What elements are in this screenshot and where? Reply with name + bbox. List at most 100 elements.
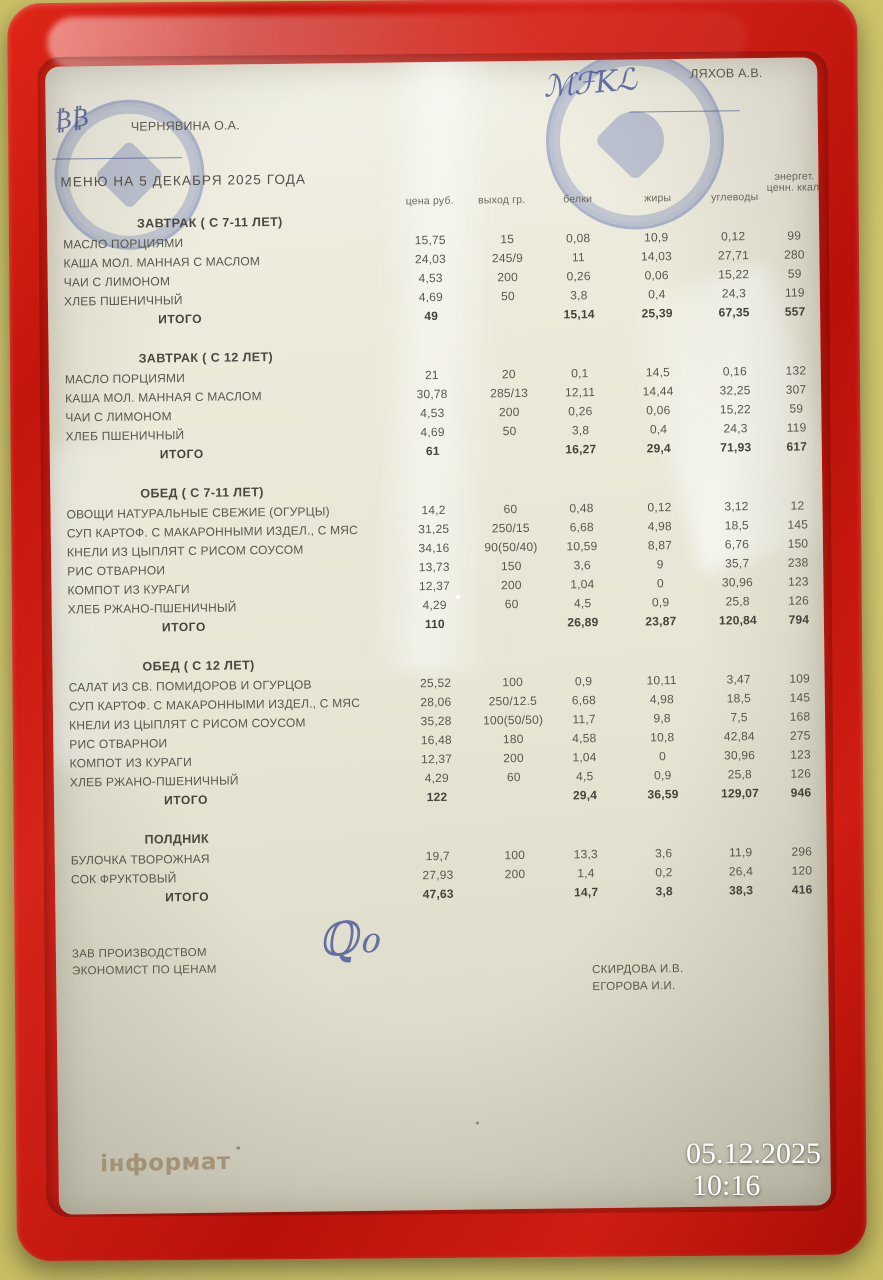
row-output xyxy=(472,614,552,615)
row-name: ИТОГО xyxy=(161,619,206,635)
row-fat: 3,8 xyxy=(655,884,673,899)
row-carbs: 27,71 xyxy=(717,248,750,263)
row-kcal: 59 xyxy=(787,266,802,281)
row-protein: 1,04 xyxy=(572,750,597,765)
row-fat: 10,11 xyxy=(646,673,677,688)
red-plastic-frame: ₿₿ ℳℱKℒ ℚℴ ЧЕРНЯВИНА О.А. ЛЯХОВ А.В. МЕН… xyxy=(7,0,867,1262)
row-price: 4,53 xyxy=(418,270,443,286)
row-price: 4,29 xyxy=(422,597,447,613)
menu-paper-sheet: ₿₿ ℳℱKℒ ℚℴ ЧЕРНЯВИНА О.А. ЛЯХОВ А.В. МЕН… xyxy=(45,57,832,1215)
row-price: 49 xyxy=(424,308,439,324)
footer-role-economist: ЭКОНОМИСТ ПО ЦЕНАМ xyxy=(72,963,217,978)
row-price: 28,06 xyxy=(420,694,452,710)
row-protein: 4,58 xyxy=(572,731,597,746)
row-carbs: 42,84 xyxy=(723,729,755,744)
row-price: 110 xyxy=(424,616,445,632)
row-kcal: 557 xyxy=(784,304,806,319)
row-fat: 0,06 xyxy=(644,268,669,283)
footer-role-production: ЗАВ ПРОИЗВОДСТВОМ xyxy=(71,946,207,961)
column-header-price: цена руб. xyxy=(405,194,454,208)
row-carbs: 38,3 xyxy=(729,883,754,898)
row-price: 34,16 xyxy=(418,540,450,556)
row-protein: 26,89 xyxy=(567,615,599,630)
row-kcal: 99 xyxy=(787,228,802,243)
row-kcal: 275 xyxy=(789,728,811,743)
row-fat: 25,39 xyxy=(641,306,673,321)
row-protein: 11 xyxy=(571,250,585,265)
row-output: 250/15 xyxy=(491,520,530,536)
row-price: 30,78 xyxy=(416,386,448,402)
row-price: 35,28 xyxy=(420,713,452,729)
row-protein: 1,04 xyxy=(570,577,595,592)
informat-brand-logo: інформат xyxy=(99,1148,231,1178)
row-protein: 0,1 xyxy=(571,366,589,381)
row-carbs: 3,12 xyxy=(724,499,749,514)
row-fat: 14,5 xyxy=(645,365,671,380)
row-output: 100 xyxy=(504,847,526,863)
row-fat: 3,6 xyxy=(654,846,673,861)
row-carbs: 25,8 xyxy=(725,594,750,609)
row-protein: 3,8 xyxy=(571,423,590,438)
row-output: 15 xyxy=(500,232,515,247)
row-protein: 14,7 xyxy=(574,885,599,900)
row-protein: 12,11 xyxy=(564,385,596,400)
row-fat: 0,9 xyxy=(654,768,672,783)
row-fat: 23,87 xyxy=(645,614,677,629)
row-kcal: 168 xyxy=(789,709,811,724)
row-price: 4,53 xyxy=(420,405,445,421)
row-fat: 4,98 xyxy=(649,692,675,707)
row-price: 12,37 xyxy=(420,751,453,767)
row-protein: 3,8 xyxy=(570,288,588,303)
row-carbs: 25,8 xyxy=(727,767,752,782)
row-price: 21 xyxy=(424,367,439,383)
row-protein: 10,59 xyxy=(566,539,598,554)
row-carbs: 24,3 xyxy=(721,286,747,301)
row-kcal: 238 xyxy=(787,555,809,570)
row-output: 60 xyxy=(506,769,521,785)
row-output: 60 xyxy=(503,502,518,517)
row-output: 250/12.5 xyxy=(488,693,538,709)
row-output: 200 xyxy=(497,269,519,285)
row-protein: 0,26 xyxy=(566,269,591,284)
row-kcal: 126 xyxy=(790,766,812,781)
row-price: 25,52 xyxy=(420,675,452,691)
column-header-output: выход гр. xyxy=(478,193,526,207)
row-price: 14,2 xyxy=(421,502,446,518)
row-protein: 4,5 xyxy=(576,769,594,784)
approver-name-right: ЛЯХОВ А.В. xyxy=(690,65,763,81)
row-kcal: 120 xyxy=(791,863,813,878)
row-carbs: 18,5 xyxy=(726,691,752,706)
row-output: 100 xyxy=(502,674,524,690)
row-carbs: 11,9 xyxy=(728,845,753,860)
approver-name-left: ЧЕРНЯВИНА О.А. xyxy=(130,118,240,134)
row-carbs: 18,5 xyxy=(724,518,749,533)
row-protein: 0,48 xyxy=(569,501,594,516)
row-carbs: 120,84 xyxy=(718,613,757,628)
row-kcal: 119 xyxy=(786,420,807,435)
row-fat: 8,87 xyxy=(647,538,673,553)
row-price: 4,29 xyxy=(424,770,449,786)
row-name: ИТОГО xyxy=(165,889,210,905)
row-kcal: 126 xyxy=(788,593,810,608)
row-output: 60 xyxy=(504,597,519,612)
row-kcal: 296 xyxy=(791,844,813,859)
row-output xyxy=(468,306,548,307)
row-fat: 29,4 xyxy=(646,441,671,456)
row-carbs: 67,35 xyxy=(718,305,750,320)
row-kcal: 946 xyxy=(790,785,812,800)
row-protein: 16,27 xyxy=(565,442,597,457)
row-carbs: 7,5 xyxy=(730,710,748,725)
row-price: 13,73 xyxy=(418,559,450,575)
row-output xyxy=(470,441,550,442)
row-name: ИТОГО xyxy=(163,792,209,808)
row-price: 61 xyxy=(425,443,440,459)
footer-signature-block: ЗАВ ПРОИЗВОДСТВОМ ЭКОНОМИСТ ПО ЦЕНАМ СКИ… xyxy=(56,937,828,993)
row-protein: 0,26 xyxy=(568,404,593,419)
timestamp-date: 05.12.2025 xyxy=(686,1137,821,1170)
row-carbs: 24,3 xyxy=(723,421,748,436)
row-kcal: 109 xyxy=(789,671,810,686)
row-protein: 15,14 xyxy=(563,307,595,322)
row-carbs: 0,16 xyxy=(722,364,748,379)
row-output: 200 xyxy=(504,866,526,882)
